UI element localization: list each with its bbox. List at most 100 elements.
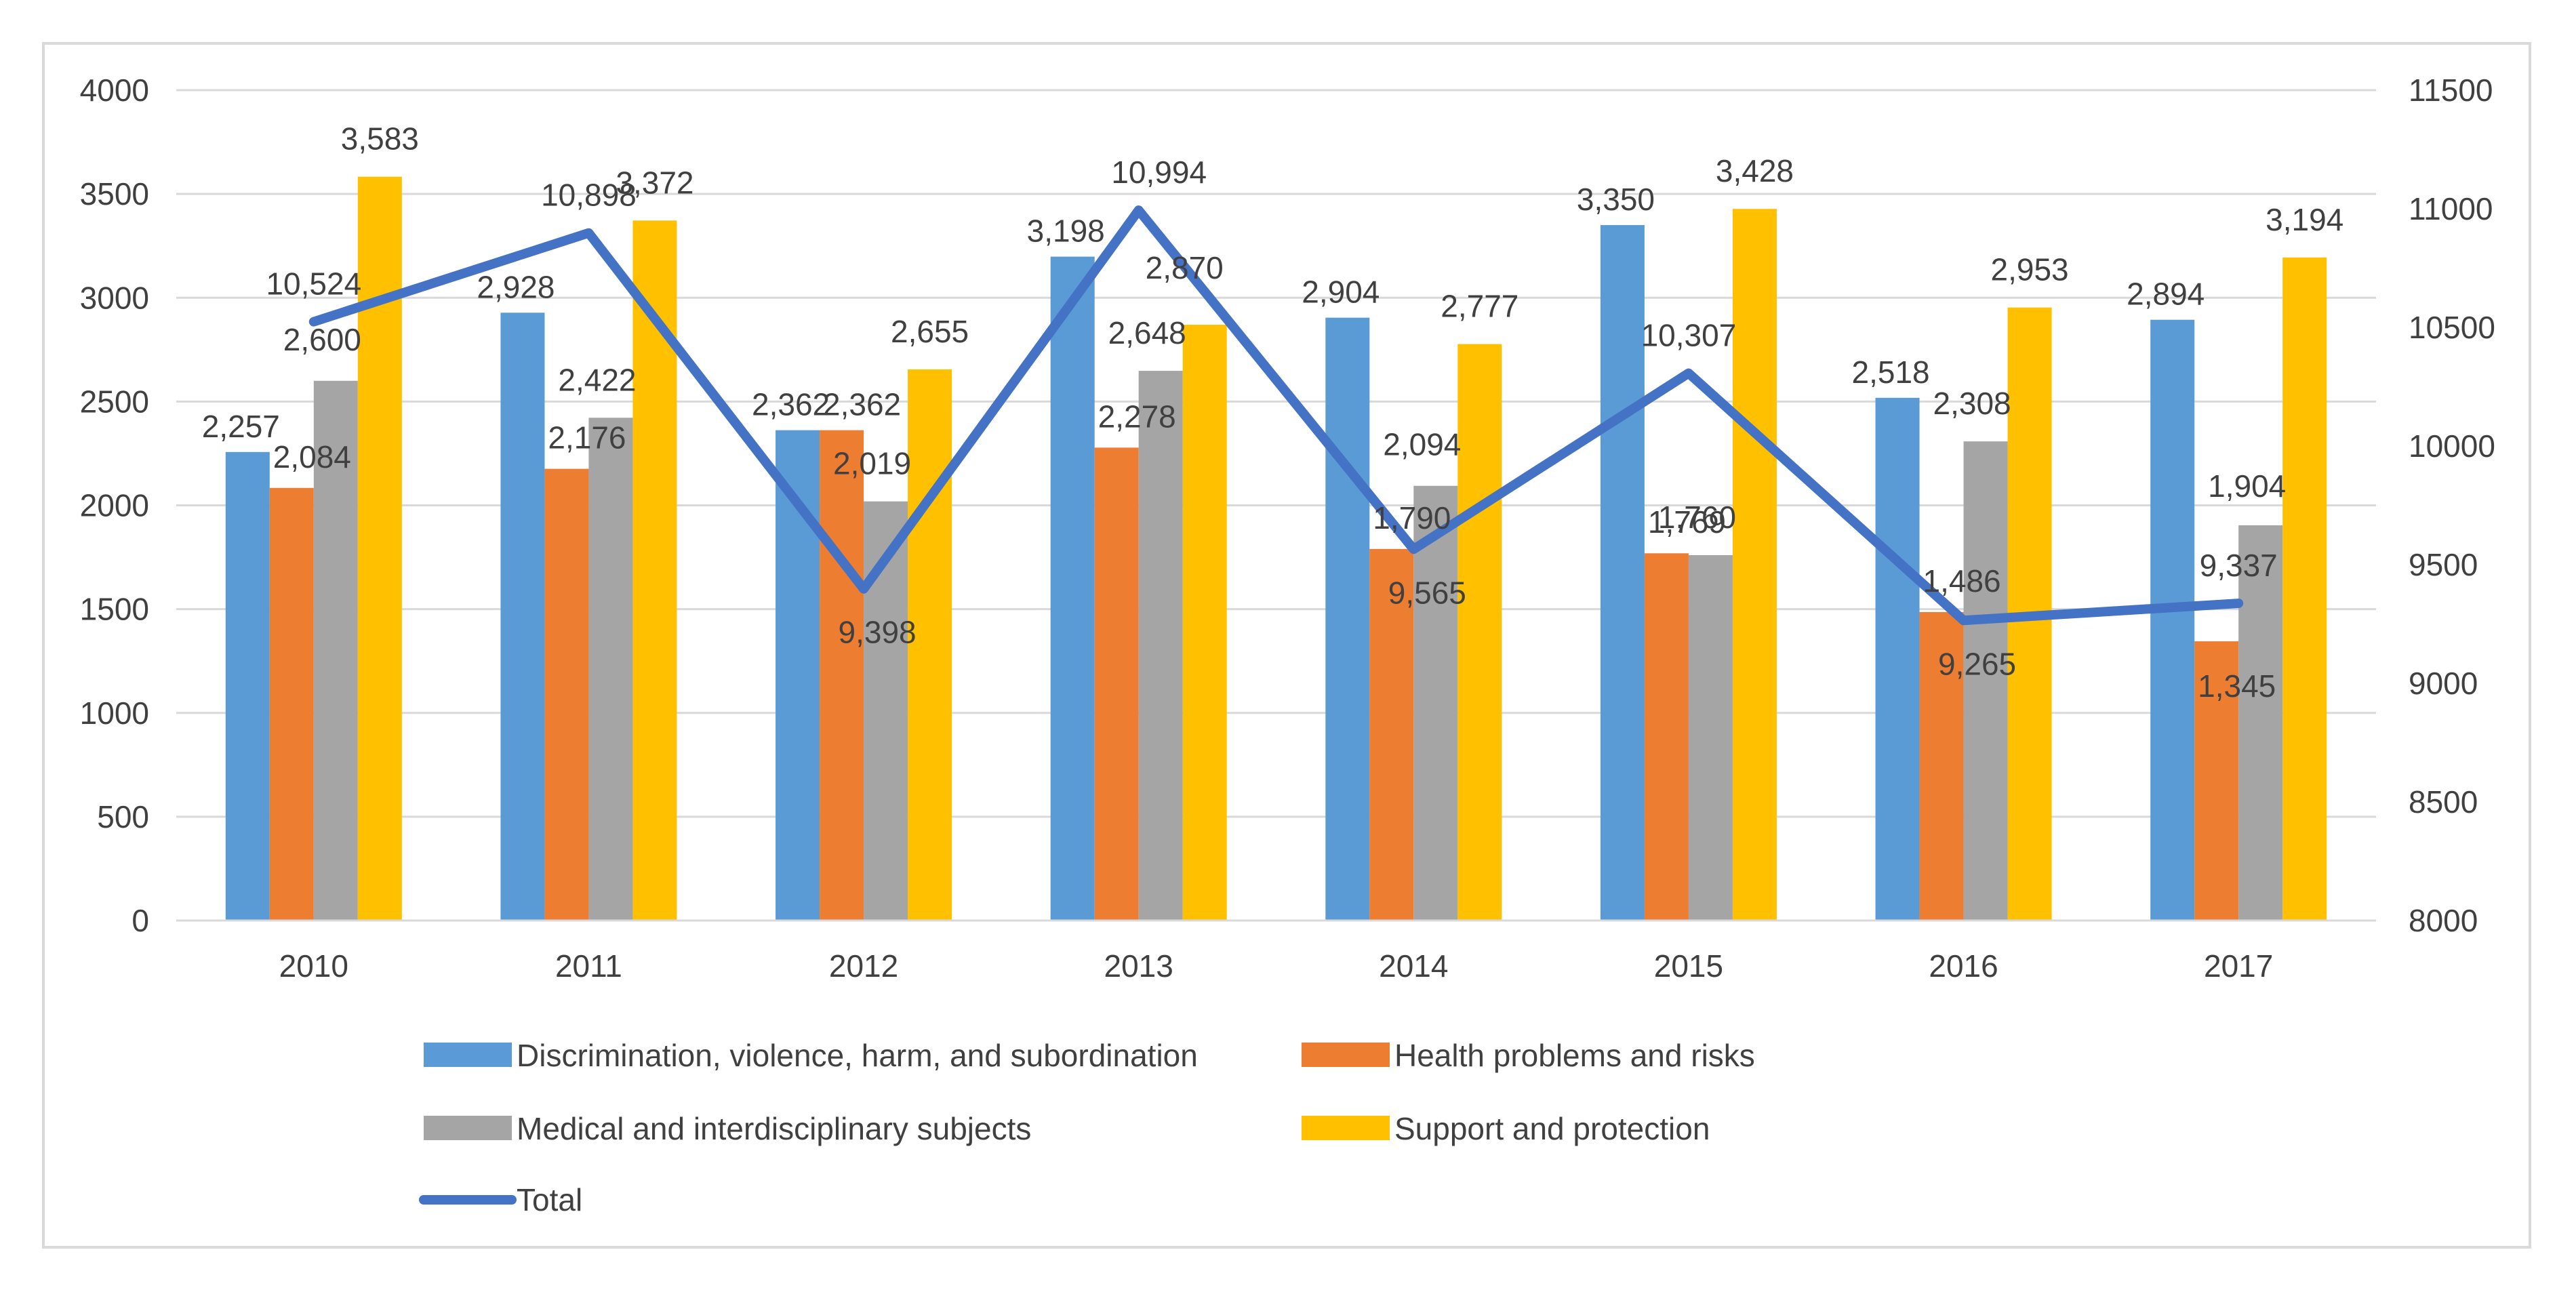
bar-data-label: 3,372 — [616, 165, 693, 200]
bar — [544, 468, 589, 921]
bar — [908, 369, 952, 921]
line-point — [1413, 548, 1415, 550]
bar — [1644, 553, 1689, 921]
bar — [1325, 317, 1370, 921]
y-tick-label: 0 — [132, 903, 149, 938]
bar-data-label: 3,350 — [1577, 182, 1655, 217]
x-tick-label: 2015 — [1654, 948, 1723, 984]
bar-data-label: 1,486 — [1923, 563, 2001, 599]
bar-data-label: 2,257 — [202, 409, 280, 444]
x-tick-label: 2012 — [829, 948, 898, 984]
legend-swatch — [1302, 1043, 1390, 1067]
x-tick-label: 2014 — [1379, 948, 1448, 984]
bar — [1919, 611, 1964, 921]
bar-data-label: 2,904 — [1302, 275, 1380, 310]
x-tick-label: 2016 — [1929, 948, 1998, 984]
bar — [1413, 485, 1458, 921]
legend: Discrimination, violence, harm, and subo… — [419, 1038, 1755, 1217]
line-point — [313, 321, 315, 323]
y-tick-label: 2500 — [80, 384, 149, 419]
line-point — [1963, 620, 1965, 622]
y-tick-label: 1000 — [80, 695, 149, 731]
y-tick-label: 3000 — [80, 280, 149, 315]
bar — [1732, 209, 1777, 921]
bar-data-label: 1,345 — [2198, 668, 2276, 704]
bar — [2282, 257, 2327, 921]
bar — [776, 430, 820, 921]
bar — [820, 430, 864, 921]
y-tick-label: 500 — [97, 799, 149, 834]
bar-data-label: 1,790 — [1373, 500, 1451, 536]
bar-data-label: 2,894 — [2127, 277, 2205, 312]
bar-data-label: 3,194 — [2266, 202, 2343, 237]
legend-swatch — [424, 1043, 512, 1067]
bar-data-label: 2,422 — [558, 362, 636, 397]
bar — [1369, 548, 1414, 921]
x-tick-label: 2017 — [2204, 948, 2273, 984]
line-data-label: 10,898 — [541, 178, 637, 213]
bar-data-label: 2,655 — [891, 314, 969, 349]
bar — [1688, 555, 1733, 921]
line-point — [1687, 372, 1689, 374]
y-tick-label: 1500 — [80, 592, 149, 627]
y2-tick-label: 10000 — [2409, 428, 2495, 464]
line-data-label: 10,307 — [1641, 318, 1737, 353]
bar-data-label: 2,084 — [273, 439, 351, 475]
y2-tick-label: 9500 — [2409, 547, 2478, 582]
bar-data-label: 2,362 — [823, 387, 901, 422]
bar-data-label: 2,308 — [1933, 386, 2011, 421]
y-tick-label: 2000 — [80, 488, 149, 523]
bar-data-label: 2,278 — [1098, 399, 1176, 434]
y-tick-label: 3500 — [80, 176, 149, 211]
y2-tick-label: 8500 — [2409, 784, 2478, 820]
bar — [357, 176, 402, 921]
legend-label: Total — [517, 1182, 582, 1217]
bar-data-label: 2,870 — [1146, 250, 1224, 285]
bar-data-label: 2,928 — [477, 269, 555, 304]
bar-data-label: 2,094 — [1383, 427, 1461, 462]
bar-data-label: 2,176 — [548, 420, 626, 456]
bar-data-label: 2,953 — [1991, 252, 2069, 287]
bar-data-label: 2,648 — [1108, 315, 1186, 350]
bar — [1050, 256, 1095, 921]
y2-tick-label: 9000 — [2409, 666, 2478, 701]
bar-data-label: 2,600 — [283, 322, 361, 357]
y2-tick-label: 8000 — [2409, 903, 2478, 938]
bar — [500, 312, 545, 921]
bar — [2194, 641, 2239, 921]
bar — [1094, 447, 1139, 921]
line-data-label: 9,265 — [1938, 646, 2016, 681]
bar — [1182, 325, 1227, 921]
bar — [1963, 441, 2008, 921]
line-point — [588, 232, 590, 234]
y2-tick-label: 10500 — [2409, 310, 2495, 345]
line-point — [2238, 603, 2240, 605]
bar-data-label: 1,760 — [1658, 500, 1736, 535]
bar-data-label: 1,904 — [2208, 468, 2286, 504]
bar-data-label: 1,769 — [1648, 504, 1726, 540]
total-line-series — [308, 205, 2244, 626]
line-point — [863, 588, 865, 590]
y-tick-label: 4000 — [80, 73, 149, 108]
data-labels: 2,257 2,928 2,362 3,198 2,904 3,350 2,518 2,894… — [202, 121, 2344, 704]
y2-tick-label: 11000 — [2409, 191, 2493, 226]
bar — [313, 380, 358, 921]
bar-data-label: 2,362 — [752, 387, 830, 422]
axes: 0 500 1000 1500 2000 2500 3000 3500 4000 8000 8500… — [80, 73, 2495, 984]
bar-data-label: 3,583 — [341, 121, 419, 157]
x-tick-label: 2010 — [279, 948, 348, 984]
bar-data-label: 3,198 — [1027, 214, 1105, 249]
bar — [1457, 344, 1502, 921]
legend-label: Support and protection — [1394, 1111, 1710, 1146]
line-data-label: 9,398 — [839, 615, 917, 650]
legend-swatch — [1302, 1116, 1390, 1140]
bar — [1875, 397, 1920, 921]
x-tick-label: 2013 — [1104, 948, 1173, 984]
line-data-label: 10,994 — [1111, 155, 1207, 190]
line-data-label: 10,524 — [266, 266, 361, 302]
legend-label: Health problems and risks — [1394, 1038, 1755, 1073]
bar — [1600, 225, 1645, 921]
line-point — [1138, 209, 1140, 211]
legend-label: Discrimination, violence, harm, and subo… — [517, 1038, 1198, 1073]
